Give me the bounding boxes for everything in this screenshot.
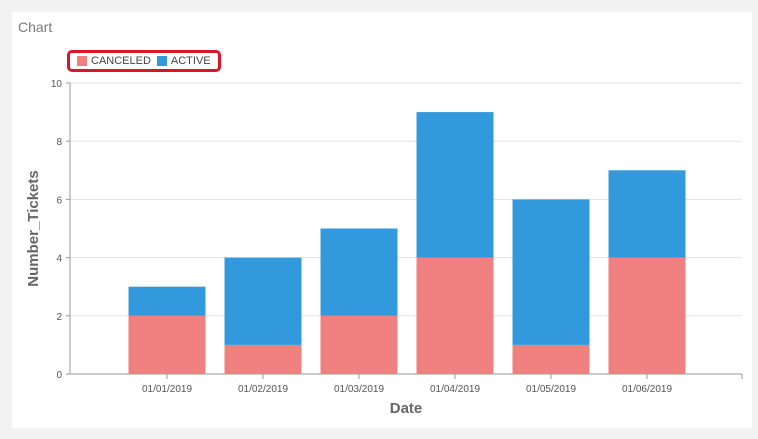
bar-active-4 — [416, 112, 494, 258]
chart-legend: CANCELED ACTIVE — [67, 50, 221, 72]
legend-item-canceled[interactable]: CANCELED — [77, 55, 151, 67]
panel-title: Chart — [18, 19, 53, 35]
bar-active-1 — [128, 286, 206, 316]
legend-label-active: ACTIVE — [170, 55, 211, 67]
y-tick-label: 8 — [56, 137, 62, 148]
chart-panel: Chart CANCELED ACTIVE 0 2 4 6 8 10 01/01/2019 0… — [12, 12, 752, 428]
bar-active-2 — [224, 257, 302, 345]
legend-swatch-canceled — [77, 56, 87, 66]
x-tick-label: 01/02/2019 — [238, 384, 288, 395]
x-axis-title: Date — [390, 400, 423, 417]
y-tick-label: 0 — [56, 370, 62, 381]
y-tick-label: 2 — [56, 312, 62, 323]
bar-canceled-4 — [416, 257, 494, 374]
y-tick-label: 4 — [56, 254, 62, 265]
bar-canceled-6 — [608, 257, 686, 374]
bar-active-6 — [608, 170, 686, 258]
bar-active-5 — [512, 199, 590, 345]
bar-canceled-1 — [128, 315, 206, 374]
x-tick-label: 01/05/2019 — [526, 384, 576, 395]
bar-canceled-2 — [224, 344, 302, 374]
bar-canceled-5 — [512, 344, 590, 374]
x-tick-label: 01/04/2019 — [430, 384, 480, 395]
bar-chart: 0 2 4 6 8 10 01/01/2019 01/02/2019 01/03/2019 01/… — [25, 79, 743, 417]
x-tick-label: 01/01/2019 — [142, 384, 192, 395]
bar-canceled-3 — [320, 315, 398, 374]
legend-swatch-active — [156, 56, 167, 66]
x-tick-label: 01/03/2019 — [334, 384, 384, 395]
x-tick-label: 01/06/2019 — [622, 384, 672, 395]
legend-label-canceled: CANCELED — [91, 55, 151, 67]
y-tick-label: 10 — [51, 79, 63, 90]
legend-item-active[interactable]: ACTIVE — [156, 55, 211, 67]
y-tick-label: 6 — [56, 195, 62, 206]
bar-active-3 — [320, 228, 398, 316]
y-axis-title: Number_Tickets — [25, 170, 42, 286]
